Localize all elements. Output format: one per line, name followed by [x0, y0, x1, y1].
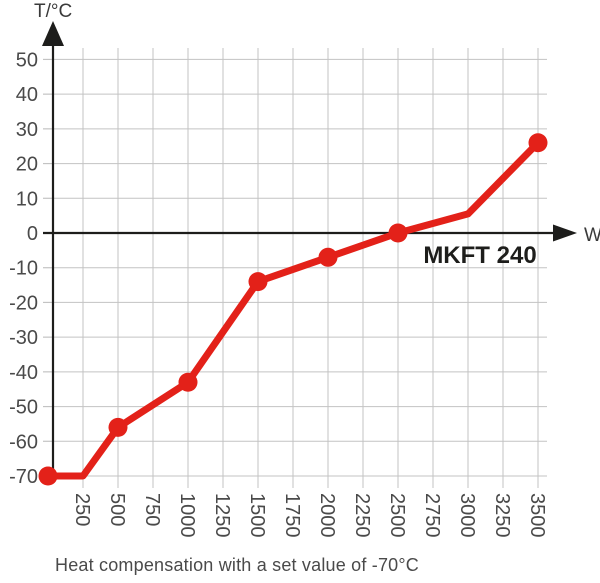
x-tick-label-2500: 2500 [386, 493, 408, 538]
y-axis-arrow [42, 21, 64, 46]
x-tick-label-2750: 2750 [421, 493, 443, 538]
y-tick-label-0: 0 [27, 223, 38, 245]
x-tick-label-2000: 2000 [316, 493, 338, 538]
chart-caption: Heat compensation with a set value of -7… [55, 555, 419, 575]
data-point-3500 [528, 133, 548, 153]
x-tick-label-750: 750 [141, 493, 163, 526]
x-tick-label-1500: 1500 [246, 493, 268, 538]
y-tick-label-40: 40 [16, 84, 38, 106]
data-point-2000 [318, 247, 338, 267]
x-tick-label-3500: 3500 [526, 493, 548, 538]
x-tick-label-1000: 1000 [176, 493, 198, 538]
data-point-500 [108, 417, 128, 437]
y-tick-label--10: -10 [9, 258, 38, 280]
x-tick-label-3000: 3000 [456, 493, 478, 538]
y-tick-label-20: 20 [16, 154, 38, 176]
y-tick-label--20: -20 [9, 292, 38, 314]
x-axis-arrow [553, 224, 577, 242]
x-tick-label-2250: 2250 [351, 493, 373, 538]
data-point-1500 [248, 272, 268, 292]
series-label: MKFT 240 [423, 242, 536, 269]
x-tick-label-3250: 3250 [491, 493, 513, 538]
y-tick-label-10: 10 [16, 188, 38, 210]
y-axis-title: T/°C [34, 1, 72, 22]
x-tick-label-1750: 1750 [281, 493, 303, 538]
y-tick-label--40: -40 [9, 362, 38, 384]
x-axis-title: W [584, 225, 600, 246]
x-tick-label-500: 500 [106, 493, 128, 526]
data-point-0 [38, 466, 58, 486]
y-tick-label--70: -70 [9, 466, 38, 488]
data-point-2500 [388, 223, 408, 243]
x-tick-label-250: 250 [71, 493, 93, 526]
y-tick-label-30: 30 [16, 119, 38, 141]
y-tick-label--30: -30 [9, 327, 38, 349]
data-point-1000 [178, 372, 198, 392]
y-tick-label--60: -60 [9, 431, 38, 453]
x-tick-label-1250: 1250 [211, 493, 233, 538]
y-tick-label--50: -50 [9, 397, 38, 419]
y-tick-label-50: 50 [16, 49, 38, 71]
